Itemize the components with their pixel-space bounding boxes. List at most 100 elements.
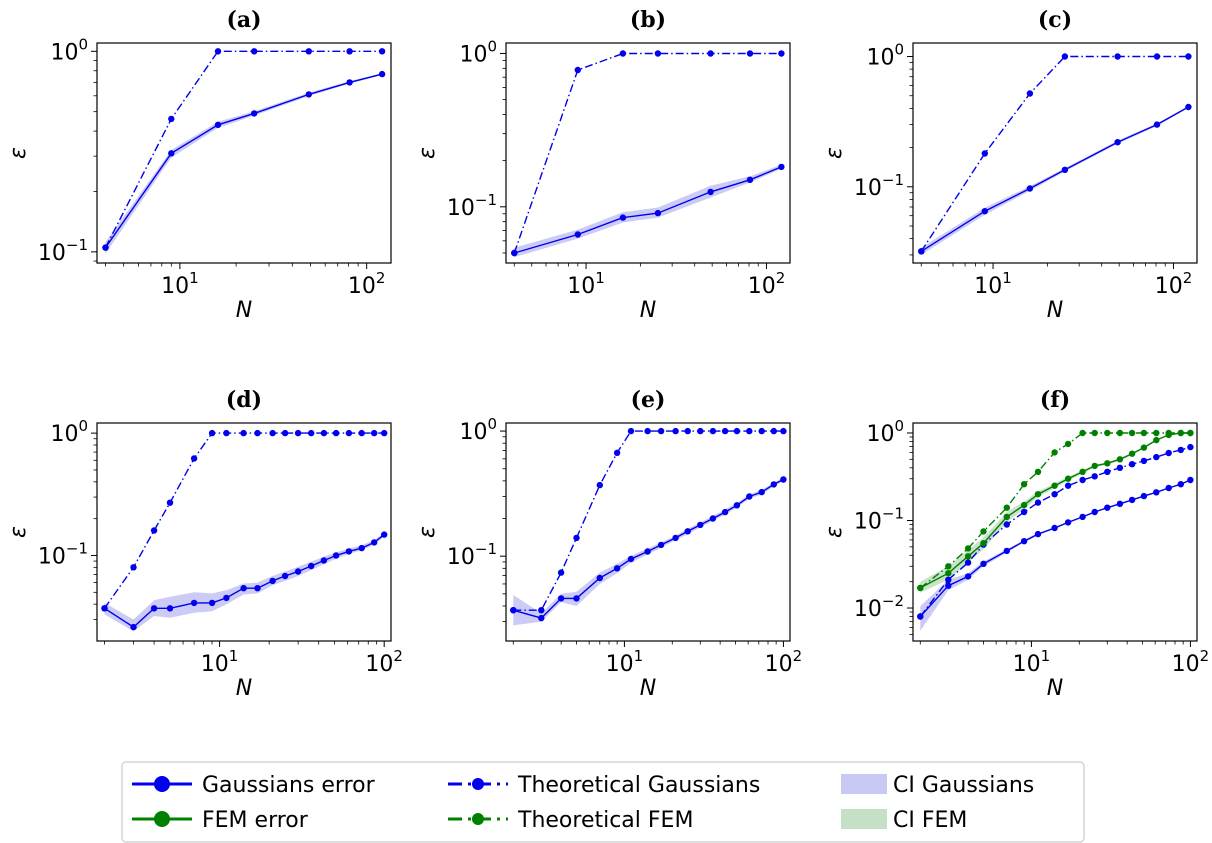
series-line-1 (103, 432, 385, 609)
data-point (371, 539, 378, 546)
data-point (308, 429, 315, 437)
data-point (557, 569, 565, 576)
data-point (721, 427, 729, 435)
series-line-1 (513, 52, 782, 254)
data-point (619, 214, 627, 221)
series-line-0 (919, 479, 1191, 617)
data-point (733, 502, 741, 509)
x-axis-label: N (640, 298, 656, 323)
data-point (1177, 446, 1185, 454)
panel-title: (c) (1038, 7, 1072, 33)
y-tick-label: 10−1 (447, 191, 497, 221)
data-point (1061, 166, 1069, 173)
data-point (746, 427, 753, 435)
data-point (281, 572, 289, 580)
y-tick-label: 100 (866, 41, 904, 71)
data-point (305, 48, 312, 55)
y-tick-label: 100 (459, 37, 497, 67)
panel-d: 101 102 10−1 100 (d) Nε (6, 387, 403, 701)
data-point (1034, 530, 1042, 538)
x-tick-label: 102 (348, 269, 386, 299)
series-line-0 (104, 73, 383, 249)
data-point (254, 429, 261, 437)
data-point (1020, 501, 1028, 509)
data-point (1051, 449, 1058, 456)
series-line-1 (920, 55, 1189, 252)
data-point (1003, 547, 1010, 555)
data-point (672, 534, 679, 542)
legend-marker (472, 778, 484, 790)
data-point (964, 545, 972, 552)
x-tick-label: 101 (201, 647, 239, 677)
legend-entry: Theoretical FEM (448, 808, 693, 833)
data-point (1116, 464, 1124, 471)
data-point (684, 427, 691, 435)
data-point (1091, 508, 1098, 516)
data-point (190, 455, 198, 462)
data-point (964, 573, 972, 580)
data-point (573, 595, 580, 602)
legend-marker (154, 811, 170, 827)
data-point (770, 427, 777, 435)
data-point (251, 48, 258, 55)
plot-area (510, 427, 787, 626)
data-point (709, 515, 717, 522)
data-point (1104, 504, 1111, 511)
data-point (709, 427, 717, 435)
data-point (746, 50, 754, 57)
y-tick-label: 100 (50, 417, 88, 447)
data-point (1128, 429, 1136, 437)
data-point (770, 481, 777, 488)
legend-patch (841, 774, 887, 794)
data-point (1153, 453, 1160, 461)
data-point (1140, 492, 1148, 500)
legend-label: Theoretical Gaussians (517, 773, 760, 798)
x-axis-label: N (640, 676, 656, 701)
data-point (778, 50, 785, 57)
data-point (1185, 103, 1192, 111)
data-point (574, 231, 581, 238)
data-point (378, 48, 386, 55)
data-point (945, 563, 952, 570)
data-point (332, 552, 340, 559)
data-point (150, 605, 158, 612)
data-point (1020, 481, 1028, 488)
data-point (596, 481, 603, 489)
y-tick-label: 10−1 (38, 539, 88, 569)
data-point (1140, 444, 1148, 451)
data-point (150, 527, 158, 534)
panel-title: (f) (1040, 387, 1070, 413)
data-point (619, 50, 627, 57)
data-point (981, 208, 988, 215)
data-point (538, 614, 545, 622)
data-point (381, 531, 388, 538)
data-point (320, 429, 328, 437)
data-point (917, 613, 924, 620)
data-point (269, 577, 276, 585)
x-tick-label: 101 (606, 647, 644, 677)
data-point (1003, 504, 1010, 511)
x-tick-label: 102 (765, 647, 803, 677)
data-point (378, 70, 386, 78)
data-point (1104, 460, 1111, 467)
data-point (345, 548, 353, 555)
data-point (166, 499, 174, 506)
data-point (964, 553, 972, 560)
ci-band-0 (105, 73, 383, 254)
legend-entry: Theoretical Gaussians (448, 773, 760, 798)
data-point (208, 599, 216, 607)
legend-patch (841, 809, 887, 829)
ci-band-0 (104, 532, 385, 632)
data-point (644, 548, 651, 555)
x-tick-label: 102 (1155, 269, 1193, 299)
legend-label: Gaussians error (202, 773, 376, 798)
data-point (538, 607, 545, 614)
legend-label: CI FEM (893, 808, 967, 833)
plot-area (918, 53, 1192, 255)
data-point (1114, 139, 1121, 146)
data-point (684, 528, 691, 535)
data-point (981, 150, 988, 157)
data-point (1051, 482, 1058, 489)
data-point (269, 429, 276, 437)
